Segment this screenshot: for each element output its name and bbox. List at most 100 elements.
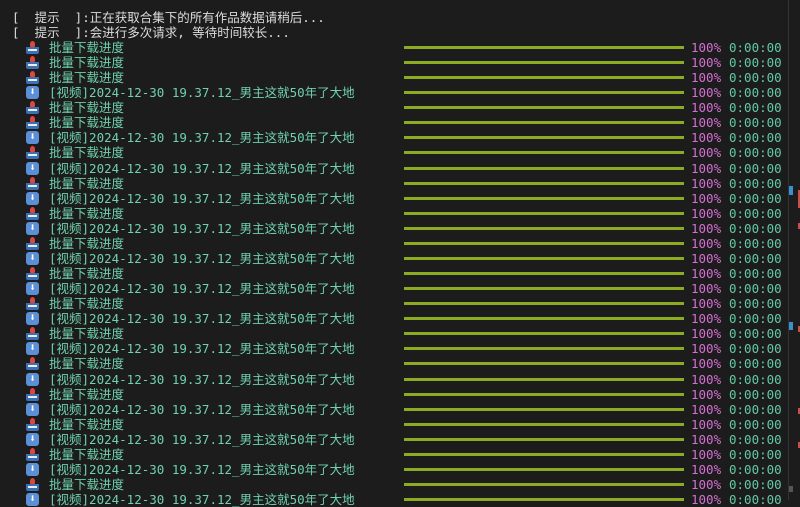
elapsed-time: 0:00:00 (729, 431, 782, 447)
percent-text: 100% (691, 190, 722, 206)
progress-bar (404, 467, 684, 471)
progress-row: 批量下载进度 100% 0:00:00 (0, 145, 790, 160)
hint-message: :会进行多次请求, 等待时间较长... (82, 25, 290, 40)
progress-bar (404, 332, 684, 336)
scroll-thumb[interactable] (789, 486, 793, 492)
progress-row: [视频]2024-12-30 19.37.12_男主这就50年了大地 100% 0:… (0, 84, 790, 101)
row-label: 批量下载进度 (49, 145, 125, 161)
row-label: 批量下载进度 (49, 235, 125, 251)
marker (789, 322, 793, 330)
row-label: 批量下载进度 (49, 205, 125, 221)
row-label: [视频]2024-12-30 19.37.12_男主这就50年了大地 (49, 190, 355, 206)
row-label: 批量下载进度 (49, 100, 125, 116)
elapsed-time: 0:00:00 (729, 281, 782, 297)
progress-row: 批量下载进度 100% 0:00:00 (0, 296, 790, 311)
progress-bar (404, 272, 684, 276)
row-label: 批量下载进度 (49, 175, 125, 191)
percent-text: 100% (691, 145, 722, 161)
inbox-tray-icon (26, 478, 39, 492)
percent-text: 100% (691, 311, 722, 327)
elapsed-time: 0:00:00 (729, 190, 782, 206)
progress-row: 批量下载进度 100% 0:00:00 (0, 40, 790, 55)
scrollbar-overview[interactable] (788, 0, 800, 500)
progress-bar (404, 483, 684, 487)
percent-text: 100% (691, 266, 722, 282)
inbox-tray-icon (26, 267, 39, 281)
progress-row: [视频]2024-12-30 19.37.12_男主这就50年了大地 100% 0:… (0, 160, 790, 176)
elapsed-time: 0:00:00 (729, 250, 782, 266)
progress-bar (404, 76, 684, 80)
percent-text: 100% (691, 326, 722, 342)
inbox-tray-icon (26, 297, 39, 311)
progress-bar (404, 452, 684, 456)
percent-text: 100% (691, 100, 722, 116)
row-label: [视频]2024-12-30 19.37.12_男主这就50年了大地 (49, 431, 355, 447)
elapsed-time: 0:00:00 (729, 371, 782, 387)
progress-row: 批量下载进度 100% 0:00:00 (0, 115, 790, 130)
progress-row: [视频]2024-12-30 19.37.12_男主这就50年了大地 100% 0:… (0, 371, 790, 387)
progress-row: [视频]2024-12-30 19.37.12_男主这就50年了大地 100% 0:… (0, 310, 790, 327)
percent-text: 100% (691, 220, 722, 236)
bracket: ] (74, 10, 83, 25)
progress-bar (404, 46, 684, 49)
bracket: [ (12, 25, 20, 40)
elapsed-time: 0:00:00 (729, 266, 782, 282)
progress-bar (404, 347, 684, 351)
progress-bar (404, 211, 684, 215)
row-label: 批量下载进度 (49, 477, 125, 493)
hint-message: :正在获取合集下的所有作品数据请稍后... (82, 10, 325, 25)
percent-text: 100% (691, 40, 722, 55)
row-label: [视频]2024-12-30 19.37.12_男主这就50年了大地 (49, 85, 355, 101)
row-label: 批量下载进度 (49, 386, 125, 402)
row-label: 批量下载进度 (49, 296, 125, 312)
row-label: 批量下载进度 (49, 326, 125, 342)
row-label: [视频]2024-12-30 19.37.12_男主这就50年了大地 (49, 311, 355, 327)
elapsed-time: 0:00:00 (729, 446, 782, 462)
progress-bar (404, 317, 684, 321)
progress-bar (404, 377, 684, 381)
progress-row: 批量下载进度 100% 0:00:00 (0, 236, 790, 251)
progress-row: 批量下载进度 100% 0:00:00 (0, 447, 790, 462)
inbox-tray-icon (26, 417, 39, 431)
percent-text: 100% (691, 371, 722, 387)
inbox-tray-icon (26, 146, 39, 160)
progress-bar (404, 302, 684, 306)
progress-bar (404, 392, 684, 396)
percent-text: 100% (691, 281, 722, 297)
percent-text: 100% (691, 416, 722, 432)
down-arrow-icon (26, 220, 39, 235)
marker (798, 408, 800, 414)
inbox-tray-icon (26, 236, 39, 250)
percent-text: 100% (691, 115, 722, 131)
progress-bar (404, 287, 684, 291)
inbox-tray-icon (26, 116, 39, 130)
progress-row: [视频]2024-12-30 19.37.12_男主这就50年了大地 100% 0:… (0, 280, 790, 297)
row-label: [视频]2024-12-30 19.37.12_男主这就50年了大地 (49, 371, 355, 387)
row-label: [视频]2024-12-30 19.37.12_男主这就50年了大地 (49, 401, 355, 417)
bracket: [ (12, 10, 20, 25)
percent-text: 100% (691, 175, 722, 191)
progress-row: [视频]2024-12-30 19.37.12_男主这就50年了大地 100% 0:… (0, 190, 790, 206)
percent-text: 100% (691, 70, 722, 86)
row-label: 批量下载进度 (49, 266, 125, 282)
progress-row: 批量下载进度 100% 0:00:00 (0, 70, 790, 85)
percent-text: 100% (691, 446, 722, 462)
progress-bar (404, 166, 684, 170)
elapsed-time: 0:00:00 (729, 326, 782, 342)
progress-bar (404, 151, 684, 155)
progress-bar (404, 181, 684, 185)
progress-bar (404, 437, 684, 441)
elapsed-time: 0:00:00 (729, 356, 782, 372)
progress-bar (404, 121, 684, 125)
progress-bar (404, 91, 684, 95)
progress-row: [视频]2024-12-30 19.37.12_男主这就50年了大地 100% 0:… (0, 129, 790, 145)
hint-line: [ 提示 ]:正在获取合集下的所有作品数据请稍后... (12, 10, 325, 25)
percent-text: 100% (691, 386, 722, 402)
inbox-tray-icon (26, 357, 39, 371)
elapsed-time: 0:00:00 (729, 311, 782, 327)
down-arrow-icon (26, 280, 39, 296)
elapsed-time: 0:00:00 (729, 40, 782, 55)
progress-row: [视频]2024-12-30 19.37.12_男主这就50年了大地 100% 0:… (0, 431, 790, 447)
elapsed-time: 0:00:00 (729, 386, 782, 402)
progress-row: 批量下载进度 100% 0:00:00 (0, 477, 790, 492)
